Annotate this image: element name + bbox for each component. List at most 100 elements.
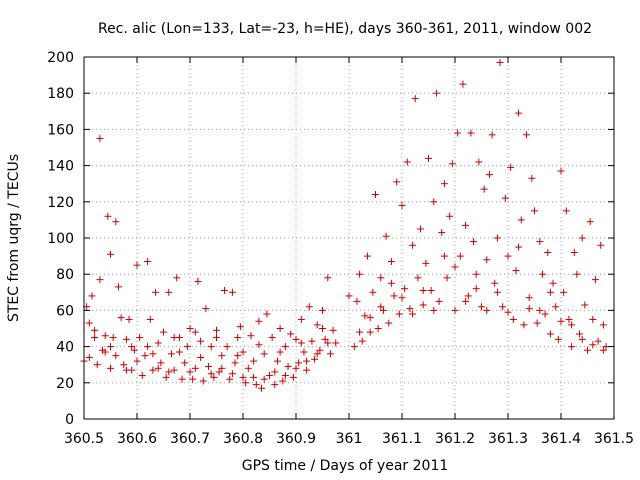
data-point xyxy=(440,252,448,260)
data-point xyxy=(165,368,173,376)
data-point xyxy=(223,343,231,351)
data-point xyxy=(122,335,130,343)
data-point xyxy=(311,355,319,363)
x-tick-label: 360.8 xyxy=(223,431,263,447)
data-point xyxy=(345,292,353,300)
data-point xyxy=(419,301,427,309)
data-point xyxy=(149,366,157,374)
data-point xyxy=(287,330,295,338)
y-tick-label: 80 xyxy=(56,267,74,283)
data-point xyxy=(496,58,504,66)
x-tick-label: 361 xyxy=(336,431,363,447)
x-tick-label: 360.5 xyxy=(64,431,104,447)
data-point xyxy=(589,341,597,349)
data-point xyxy=(292,335,300,343)
data-point xyxy=(414,274,422,282)
data-point xyxy=(546,288,554,296)
data-point xyxy=(401,285,409,293)
data-point xyxy=(435,297,443,305)
data-point xyxy=(85,319,93,327)
data-point xyxy=(308,337,316,345)
data-point xyxy=(409,310,417,318)
data-point xyxy=(170,366,178,374)
data-point xyxy=(91,334,99,342)
data-point xyxy=(297,339,305,347)
data-point xyxy=(515,243,523,251)
data-point xyxy=(324,339,332,347)
data-point xyxy=(472,285,480,293)
data-point xyxy=(313,350,321,358)
data-point xyxy=(170,334,178,342)
data-point xyxy=(599,346,607,354)
data-point xyxy=(478,303,485,311)
data-point xyxy=(207,370,215,378)
data-point xyxy=(536,238,544,246)
data-point xyxy=(112,218,120,226)
data-point xyxy=(467,129,475,137)
data-point xyxy=(107,343,114,351)
data-point xyxy=(165,288,173,296)
data-point xyxy=(210,373,218,381)
data-point xyxy=(557,167,565,175)
data-point xyxy=(133,357,141,365)
data-point xyxy=(117,314,125,322)
data-point xyxy=(162,373,170,381)
data-point xyxy=(183,343,191,351)
data-point xyxy=(228,370,236,378)
data-point xyxy=(427,286,435,294)
data-point xyxy=(120,361,128,369)
y-tick-label: 140 xyxy=(47,159,74,175)
data-point xyxy=(515,109,523,117)
data-point xyxy=(109,334,117,342)
y-tick-label: 180 xyxy=(47,86,74,102)
data-point xyxy=(276,348,284,356)
data-point xyxy=(136,334,144,342)
data-point xyxy=(268,334,276,342)
x-axis-label: GPS time / Days of year 2011 xyxy=(242,458,449,474)
data-point xyxy=(369,288,377,296)
data-point xyxy=(387,279,395,287)
data-point xyxy=(438,229,446,237)
data-point xyxy=(350,343,358,351)
data-point xyxy=(157,359,165,367)
data-point xyxy=(141,352,149,360)
data-point xyxy=(472,270,480,278)
data-point xyxy=(114,283,122,291)
x-tick-label: 360.9 xyxy=(276,431,316,447)
data-point xyxy=(297,315,305,323)
data-point xyxy=(451,306,459,314)
data-point xyxy=(517,216,525,224)
data-point xyxy=(319,306,326,314)
data-point xyxy=(491,279,499,287)
data-point xyxy=(255,341,263,349)
data-point xyxy=(562,207,570,215)
data-point xyxy=(422,259,430,267)
data-point xyxy=(146,315,154,323)
data-point xyxy=(220,286,228,294)
data-point xyxy=(533,319,541,327)
data-point xyxy=(303,357,311,365)
data-point xyxy=(130,346,138,354)
data-point xyxy=(597,241,605,249)
data-point xyxy=(459,80,467,88)
data-point xyxy=(284,363,292,371)
data-point xyxy=(411,95,419,103)
data-point xyxy=(242,379,250,387)
data-point xyxy=(493,288,501,296)
data-point xyxy=(191,364,199,372)
data-point xyxy=(250,357,258,365)
data-point xyxy=(189,375,197,383)
data-point xyxy=(122,366,130,374)
data-point xyxy=(324,274,332,282)
data-point xyxy=(584,346,591,354)
data-point xyxy=(507,163,515,171)
x-tick-label: 361.4 xyxy=(541,431,581,447)
data-point xyxy=(520,321,528,329)
data-point xyxy=(493,234,501,242)
data-point xyxy=(266,372,273,380)
data-point xyxy=(250,373,258,381)
data-point xyxy=(591,276,599,284)
y-tick-label: 200 xyxy=(47,50,74,66)
data-point xyxy=(154,339,162,347)
data-point xyxy=(366,328,374,336)
